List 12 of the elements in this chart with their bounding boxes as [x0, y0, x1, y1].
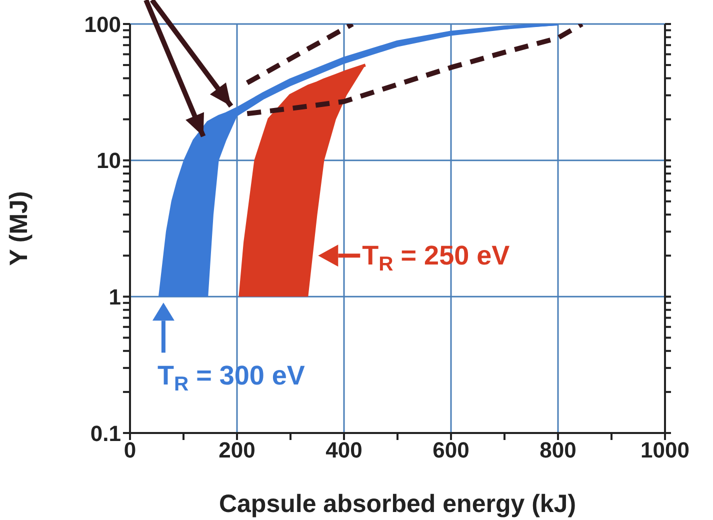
y-tick-label: 0.1 — [90, 420, 121, 446]
x-tick-label: 400 — [326, 438, 362, 463]
y-tick-label: 1 — [108, 284, 121, 310]
x-tick-label: 200 — [218, 438, 256, 463]
y-tick-label: 10 — [96, 148, 121, 174]
y-axis-title: Y (MJ) — [4, 191, 33, 266]
x-tick-label: 800 — [540, 438, 576, 463]
x-tick-label: 1000 — [640, 438, 690, 463]
x-axis-title: Capsule absorbed energy (kJ) — [218, 490, 576, 518]
x-tick-label: 600 — [432, 438, 470, 463]
x-tick-label: 0 — [124, 438, 136, 463]
y-tick-label: 100 — [84, 12, 121, 37]
